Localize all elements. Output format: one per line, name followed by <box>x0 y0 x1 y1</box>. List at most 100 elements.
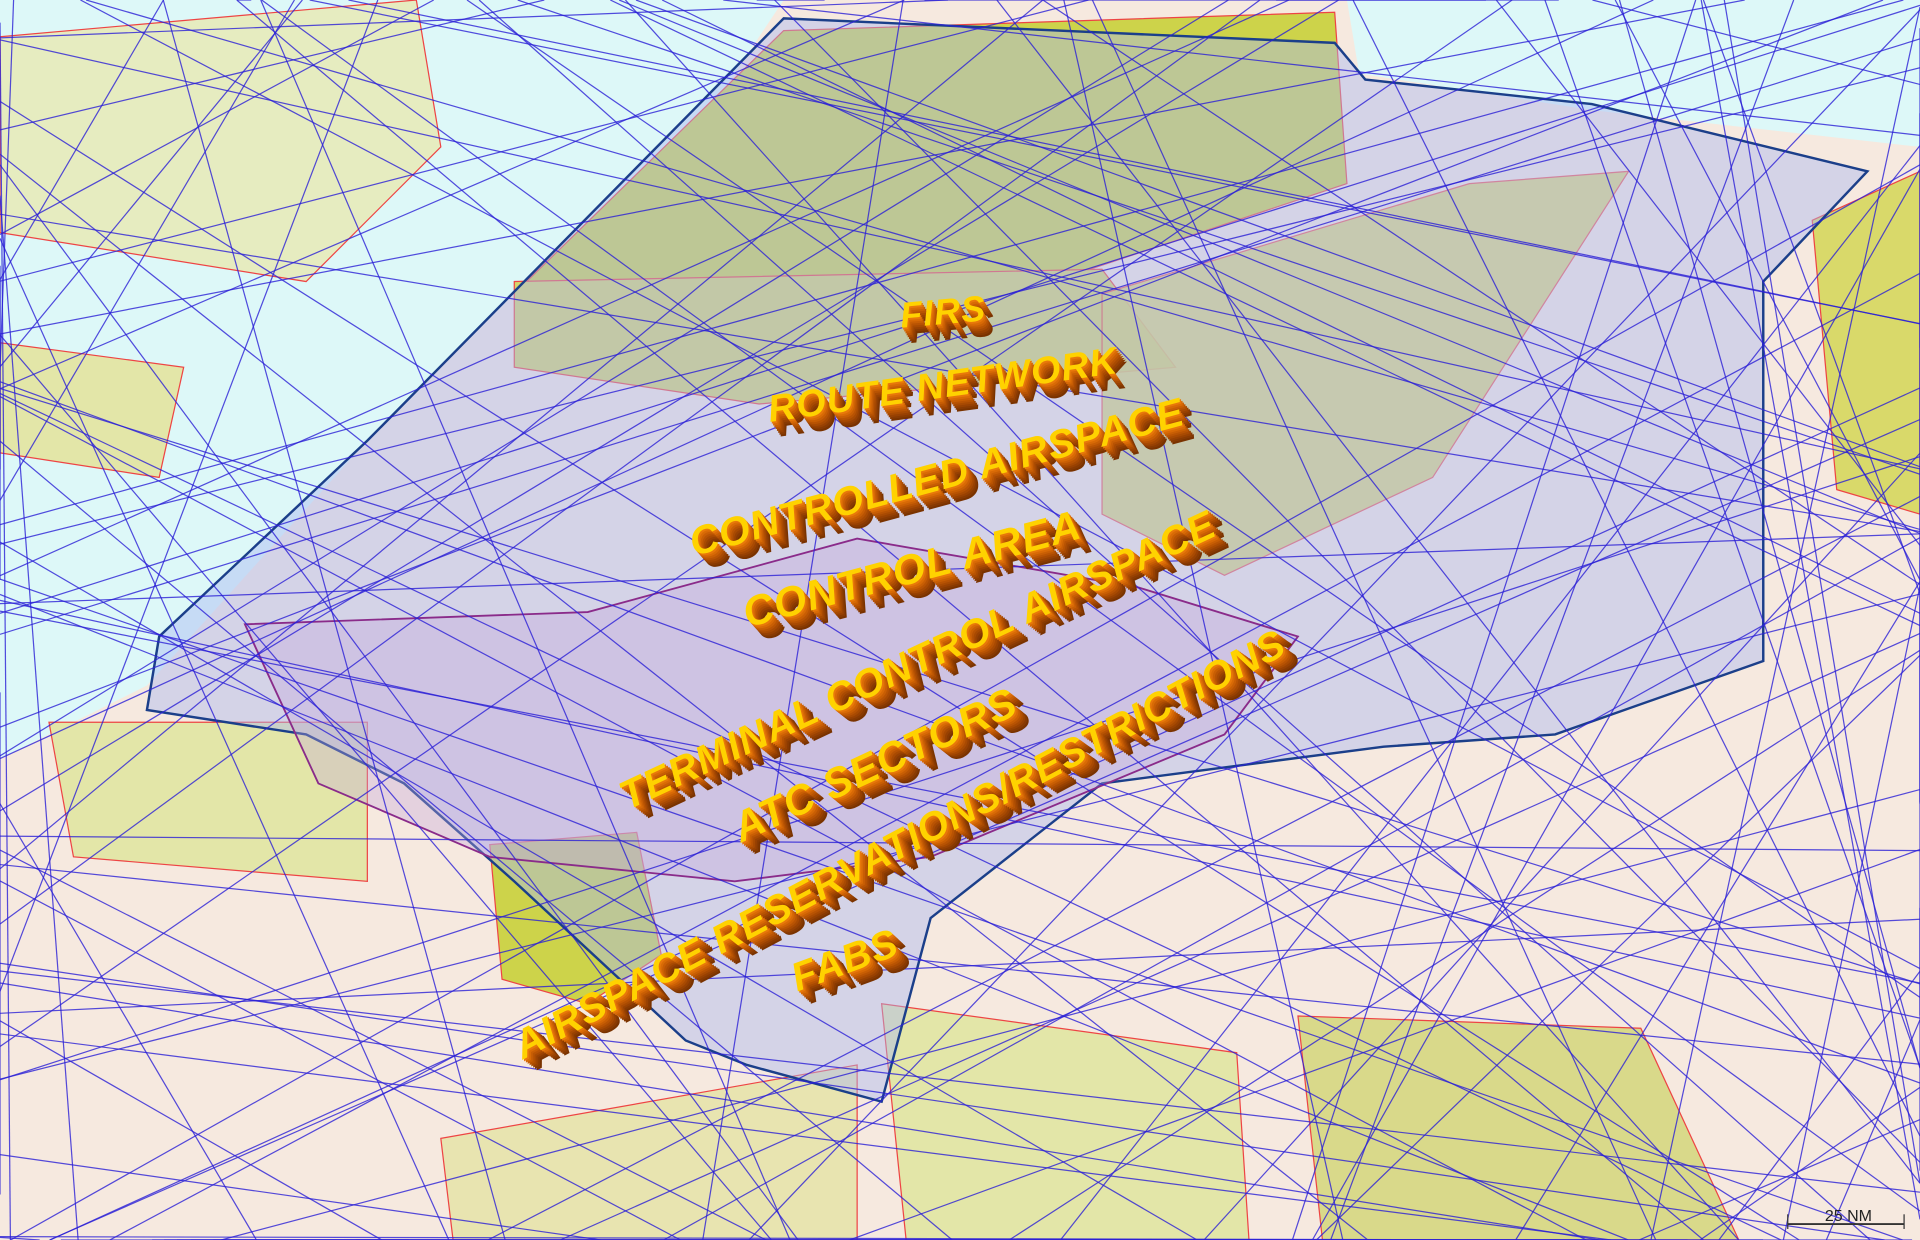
route <box>1042 0 1920 586</box>
route <box>1495 0 1920 546</box>
zone <box>1101 170 1630 577</box>
route <box>0 835 1920 852</box>
route <box>1614 0 1920 581</box>
route <box>624 0 1740 1240</box>
route <box>1702 0 1920 594</box>
route <box>1718 970 1920 1240</box>
route <box>1311 168 1920 1240</box>
route <box>1515 581 1920 1240</box>
route <box>1316 654 1920 1240</box>
route <box>1060 145 1920 1240</box>
route <box>1825 1019 1920 1240</box>
route <box>0 863 1920 1065</box>
route <box>0 0 1261 925</box>
route <box>0 533 1920 605</box>
route <box>162 0 506 1240</box>
route <box>0 0 1229 757</box>
route <box>774 0 1920 1163</box>
zone <box>1811 170 1920 515</box>
route <box>0 238 450 1240</box>
scale-label: 25 NM <box>1824 1208 1872 1225</box>
route <box>1723 0 1920 1184</box>
route <box>1699 1086 1920 1240</box>
route <box>0 1020 383 1240</box>
zone <box>440 1064 858 1240</box>
route <box>85 0 1920 531</box>
route <box>466 0 1920 998</box>
route <box>0 440 953 1240</box>
route <box>0 22 12 1240</box>
route <box>1700 0 1920 1220</box>
scale-bar <box>1787 1214 1905 1229</box>
route <box>517 0 1920 475</box>
route <box>1352 0 1920 1137</box>
route <box>0 0 905 390</box>
route <box>1063 0 1344 1240</box>
label: FIRS <box>898 287 988 336</box>
route <box>49 418 1920 1240</box>
route <box>0 164 799 1240</box>
zone <box>0 342 185 479</box>
route <box>0 593 1629 1240</box>
route <box>0 599 1920 1019</box>
route <box>0 4 1920 614</box>
route <box>0 153 1369 1240</box>
route <box>348 0 1920 325</box>
route <box>1650 6 1920 1240</box>
route <box>261 0 1920 1212</box>
route <box>0 1033 1612 1240</box>
route <box>1008 649 1920 1240</box>
route <box>0 0 1340 812</box>
route <box>309 0 1920 325</box>
route <box>0 0 1290 577</box>
route <box>487 495 1920 1240</box>
route <box>1618 0 1920 1069</box>
route <box>0 0 379 992</box>
route <box>0 0 1904 526</box>
route <box>0 610 1920 984</box>
route <box>0 0 1089 282</box>
route <box>221 788 1920 1240</box>
route <box>0 918 1920 1014</box>
route <box>1203 452 1920 1240</box>
route <box>0 0 1654 760</box>
route <box>0 0 1513 1048</box>
route <box>0 0 303 368</box>
route <box>49 387 1920 1240</box>
route <box>0 0 545 131</box>
route <box>0 0 434 235</box>
route <box>996 0 1920 1184</box>
zone <box>880 1003 1250 1240</box>
route <box>0 0 948 39</box>
route <box>1592 0 1920 86</box>
route <box>478 0 1871 1240</box>
route <box>748 9 1920 1240</box>
route <box>0 0 1044 870</box>
route <box>0 392 1782 1240</box>
route <box>1544 0 1920 1068</box>
route <box>1782 586 1920 1240</box>
route <box>109 272 1920 1240</box>
route <box>0 0 164 280</box>
route <box>702 0 904 1240</box>
route <box>0 541 1198 1240</box>
route <box>1091 0 1657 1240</box>
route <box>0 396 1587 1240</box>
route <box>260 0 791 1240</box>
route <box>0 593 1920 1080</box>
route <box>0 38 1920 635</box>
route <box>0 0 1884 728</box>
route <box>0 880 681 1240</box>
route <box>0 970 1920 1193</box>
route <box>0 334 772 1240</box>
route <box>0 67 1920 545</box>
route <box>849 848 1920 1240</box>
route <box>723 0 1920 136</box>
route <box>1638 1119 1920 1240</box>
route <box>0 962 1885 1240</box>
zone <box>489 831 662 1005</box>
